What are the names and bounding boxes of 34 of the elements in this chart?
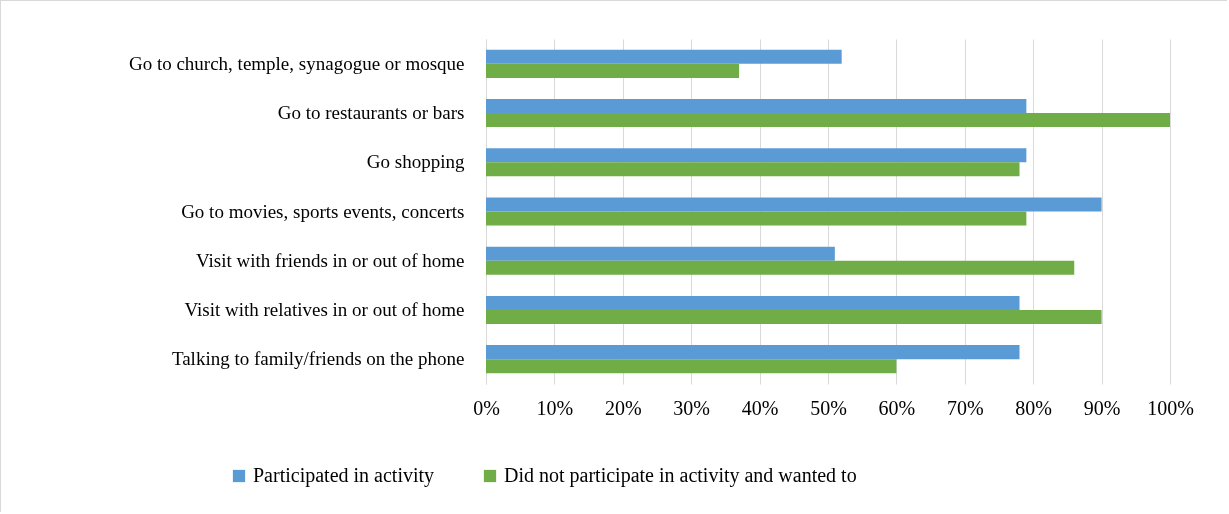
bar xyxy=(486,197,1102,212)
y-tick-label: Go to church, temple, synagogue or mosque xyxy=(128,52,465,74)
legend-label: Did not participate in activity and wanted to xyxy=(504,464,857,487)
bar xyxy=(486,295,1020,310)
bar xyxy=(486,148,1027,163)
bar xyxy=(486,211,1027,226)
x-tick-label: 50% xyxy=(810,396,847,419)
y-tick-label: Go shopping xyxy=(366,151,465,173)
x-tick-label: 80% xyxy=(1015,396,1053,419)
y-tick-label: Go to restaurants or bars xyxy=(277,102,465,124)
bar xyxy=(486,246,835,261)
y-tick-label: Go to movies, sports events, concerts xyxy=(181,200,465,222)
bar xyxy=(486,359,897,374)
y-tick-label: Talking to family/friends on the phone xyxy=(171,348,465,370)
y-tick-label: Visit with friends in or out of home xyxy=(195,249,465,271)
x-tick-label: 70% xyxy=(946,396,984,419)
y-tick-label: Visit with relatives in or out of home xyxy=(184,298,465,320)
legend-label: Participated in activity xyxy=(253,464,435,487)
bar xyxy=(486,162,1020,177)
x-tick-label: 90% xyxy=(1083,396,1121,419)
bar xyxy=(486,99,1027,114)
x-tick-label: 100% xyxy=(1147,396,1194,419)
bar xyxy=(486,113,1170,128)
bar xyxy=(486,63,740,78)
bar xyxy=(486,260,1075,275)
bar xyxy=(486,49,842,64)
x-tick-label: 20% xyxy=(604,396,642,419)
bar xyxy=(486,309,1102,324)
bar xyxy=(486,345,1020,360)
x-tick-label: 30% xyxy=(673,396,711,419)
x-tick-label: 0% xyxy=(473,396,500,419)
x-tick-label: 60% xyxy=(878,396,916,419)
x-tick-label: 40% xyxy=(741,396,779,419)
x-tick-label: 10% xyxy=(536,396,574,419)
